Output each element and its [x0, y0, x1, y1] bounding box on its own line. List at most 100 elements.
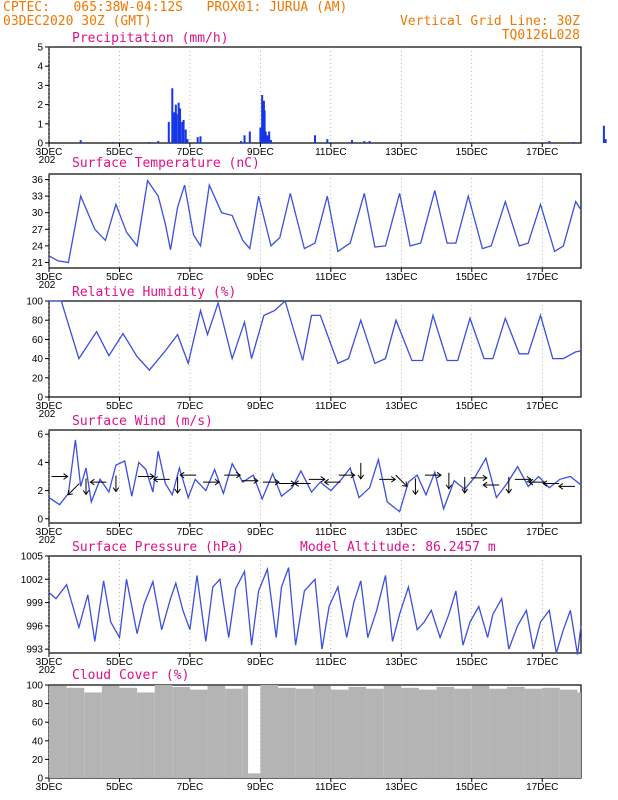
wind-arrow — [137, 473, 155, 480]
precip-bar — [179, 108, 182, 143]
x-tick-label: 17DEC — [526, 527, 558, 538]
y-tick-label: 0 — [37, 514, 43, 525]
wind-arrow-head — [274, 478, 280, 486]
x-tick-label: 15DEC — [456, 527, 488, 538]
wind-arrow-head — [505, 488, 512, 494]
precip-bar — [266, 135, 269, 143]
x-tick-label: 17DEC — [526, 272, 558, 283]
x-tick-label: 15DEC — [456, 401, 488, 412]
panel-5: 0 20 40 60 80 100 3DEC 5DEC 7DEC 9DEC 11DEC 13DEC 15… — [26, 668, 582, 793]
wind-arrow-head — [482, 481, 488, 489]
precip-bar — [604, 139, 607, 143]
wind-arrow — [558, 483, 575, 490]
panel-title: Relative Humidity (%) — [72, 285, 236, 300]
cloud-bar — [507, 686, 525, 778]
y-tick-label: 60 — [32, 718, 44, 729]
wind-arrow — [179, 471, 197, 479]
panel-4: 993 996 999 1002 1005 3DEC 5DEC 7DEC 9DEC 11DEC 13… — [21, 540, 582, 676]
precip-bar — [243, 135, 246, 143]
y-tick-label: 27 — [32, 225, 44, 236]
cloud-bar — [348, 686, 367, 778]
cloud-bar — [49, 685, 67, 778]
precip-bar — [181, 121, 184, 143]
x-tick-label: 11DEC — [315, 527, 347, 538]
y-tick-label: 21 — [32, 258, 44, 269]
wind-arrow-head — [528, 478, 534, 486]
wind-arrow-head — [402, 481, 408, 487]
wind-arrow-head — [412, 490, 419, 496]
x-tick-label: 3DEC — [36, 272, 63, 283]
cloud-bar — [330, 689, 349, 778]
cloud-bar — [524, 688, 543, 778]
precip-bar — [368, 141, 371, 143]
cloud-bar — [260, 685, 279, 778]
panel-1: 21 24 27 30 33 36 3DEC 5DEC 7DEC 9DEC 11DEC 13DEC 15… — [32, 156, 582, 291]
y-tick-label: 80 — [32, 316, 44, 327]
wind-arrow-head — [63, 473, 69, 480]
precip-bar — [602, 125, 605, 143]
wind-arrow-shaft — [67, 483, 80, 496]
cloud-bar — [278, 687, 296, 778]
panel-title: Surface Pressure (hPa) — [72, 540, 244, 555]
panel-title: Precipitation (mm/h) — [72, 31, 229, 46]
y-tick-label: 3 — [37, 81, 43, 92]
x-tick-label: 15DEC — [456, 272, 488, 283]
wind-arrow-head — [82, 490, 90, 496]
y-tick-label: 100 — [26, 681, 43, 692]
y-tick-label: 999 — [26, 598, 43, 609]
header-station: CPTEC: 065:38W-04:12S PROX01: JURUA (AM) — [3, 0, 348, 15]
x-tick-label: 9DEC — [247, 147, 274, 158]
x-tick-label: 13DEC — [385, 657, 417, 668]
y-tick-label: 36 — [32, 175, 44, 186]
y-tick-label: 4 — [37, 62, 43, 73]
precip-bar — [363, 141, 366, 143]
x-tick-label: 9DEC — [247, 272, 274, 283]
header-date: 03DEC2020 30Z (GMT) — [3, 14, 152, 29]
y-tick-label: 33 — [32, 192, 44, 203]
wind-arrow-head — [149, 473, 155, 480]
cloud-bar — [418, 689, 437, 778]
wind-arrow — [293, 480, 311, 487]
x-tick-label: 17DEC — [526, 657, 558, 668]
wind-arrow — [338, 471, 356, 479]
series-line — [48, 178, 582, 264]
y-tick-label: 30 — [32, 208, 44, 219]
wind-arrow-head — [293, 480, 299, 487]
x-tick-label: 9DEC — [247, 401, 274, 412]
x-tick-label: 5DEC — [106, 147, 133, 158]
precip-bar — [263, 110, 266, 143]
panel-frame — [48, 429, 582, 524]
wind-arrow-head — [558, 483, 564, 490]
y-tick-label: 1002 — [21, 575, 44, 586]
year-label-clipped: 202 — [39, 409, 56, 420]
cloud-bar — [313, 685, 331, 778]
x-tick-label: 15DEC — [456, 657, 488, 668]
year-label-clipped: 202 — [39, 665, 56, 676]
x-tick-label: 7DEC — [177, 782, 204, 793]
wind-arrow — [67, 483, 80, 496]
precip-bar — [177, 102, 180, 143]
x-tick-label: 11DEC — [315, 782, 347, 793]
wind-arrow — [174, 476, 181, 494]
wind-arrow — [425, 471, 442, 479]
panel-0: 0 1 2 3 4 5 3DEC 5DEC 7DEC 9DEC 11DEC 13DEC 15DEC 17D… — [36, 31, 607, 166]
y-tick-label: 0 — [37, 774, 43, 785]
panel-frame — [48, 173, 582, 269]
precip-bar — [268, 131, 271, 143]
x-tick-label: 7DEC — [177, 272, 204, 283]
cloud-bar — [248, 773, 261, 778]
y-tick-label: 20 — [32, 373, 44, 384]
precip-bar — [175, 114, 178, 143]
x-tick-label: 5DEC — [106, 657, 133, 668]
cloud-bar — [436, 686, 455, 778]
cloud-bar — [366, 688, 384, 778]
wind-arrow-head — [461, 488, 468, 494]
wind-arrow-head — [174, 488, 181, 494]
precip-bar — [269, 140, 272, 143]
precip-bar — [199, 136, 202, 143]
x-tick-label: 3DEC — [36, 147, 63, 158]
y-tick-label: 5 — [37, 43, 43, 54]
wind-arrow-head — [357, 474, 365, 480]
wind-arrow-head — [214, 478, 220, 486]
y-tick-label: 993 — [26, 645, 43, 656]
